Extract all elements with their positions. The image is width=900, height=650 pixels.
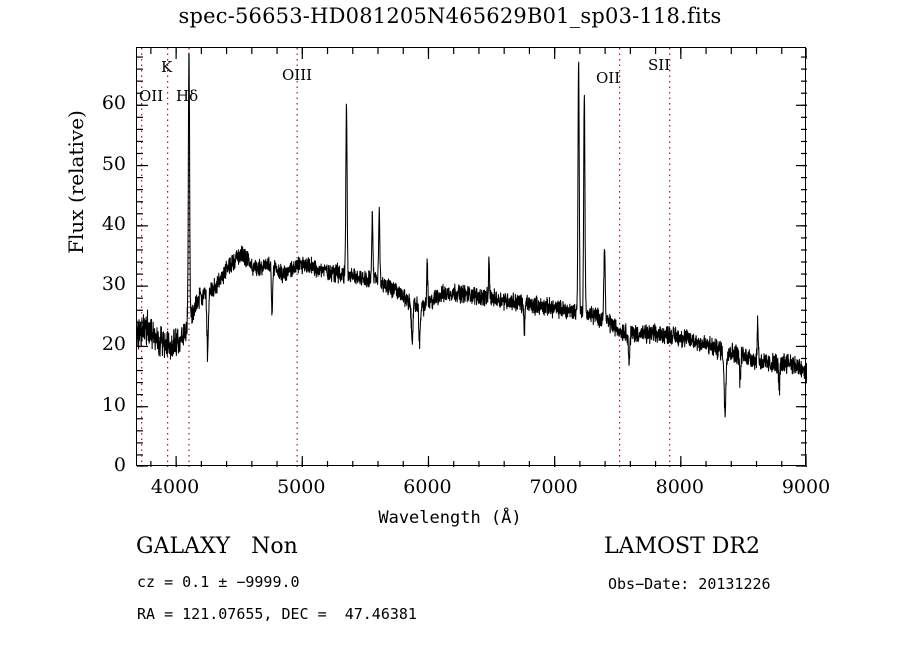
spectrum-svg	[137, 48, 807, 467]
redshift-value: cz = 0.1 ± −9999.0	[137, 573, 300, 591]
y-tick-label: 50	[101, 152, 126, 175]
survey-label: LAMOST DR2	[604, 534, 760, 559]
x-tick-label: 9000	[781, 476, 831, 498]
y-tick-label: 30	[101, 273, 126, 296]
obs-date: Obs−Date: 20131226	[608, 575, 771, 593]
y-tick-label: 60	[101, 92, 126, 115]
plot-area: OII K Hδ OIII OII SII	[136, 47, 807, 467]
x-tick-label: 5000	[277, 476, 326, 498]
line-marker-label: SII	[648, 56, 671, 74]
y-tick-label: 40	[101, 212, 126, 235]
coordinates: RA = 121.07655, DEC = 47.46381	[137, 605, 417, 623]
line-marker-label: OII	[139, 87, 164, 105]
y-tick-label: 0	[113, 454, 126, 476]
x-tick-label: 7000	[529, 476, 578, 498]
line-marker-label: OIII	[282, 66, 313, 84]
x-axis-label: Wavelength (Å)	[378, 508, 522, 528]
x-tick-label: 8000	[655, 476, 704, 498]
x-tick-label: 4000	[150, 476, 200, 498]
line-marker-label: Hδ	[176, 87, 199, 105]
object-class: GALAXY Non	[136, 534, 298, 559]
line-marker-label: OII	[596, 69, 621, 87]
figure-title: spec-56653-HD081205N465629B01_sp03-118.f…	[178, 4, 722, 28]
y-tick-label: 10	[101, 393, 126, 416]
line-marker-label: K	[161, 58, 173, 76]
x-tick-label: 6000	[403, 476, 452, 498]
y-tick-label: 20	[101, 333, 126, 356]
